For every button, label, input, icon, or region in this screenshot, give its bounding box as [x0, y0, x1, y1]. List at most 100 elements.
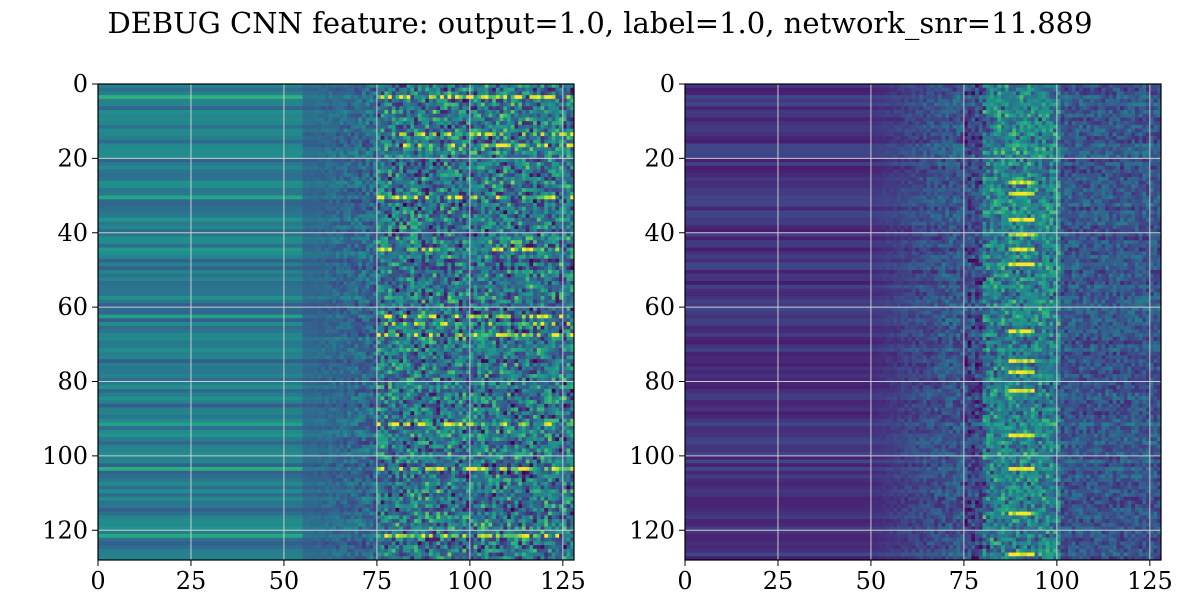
- heatmap-cell: [484, 325, 489, 330]
- heatmap-cell: [466, 221, 471, 226]
- heatmap-cell: [414, 110, 419, 115]
- heatmap-cell: [436, 106, 441, 111]
- heatmap-cell: [481, 84, 486, 89]
- heatmap-cell: [551, 273, 556, 278]
- heatmap-cell: [521, 269, 527, 275]
- heatmap-cell: [484, 266, 489, 271]
- heatmap-cell: [302, 206, 307, 211]
- heatmap-cell: [481, 162, 486, 167]
- heatmap-cell: [495, 98, 501, 103]
- heatmap-cell: [536, 117, 541, 122]
- heatmap-cell: [562, 262, 567, 267]
- heatmap-cell: [455, 288, 460, 293]
- heatmap-cell: [365, 318, 370, 323]
- heatmap-cell: [313, 325, 318, 330]
- heatmap-cell: [455, 206, 460, 211]
- heatmap-cell: [570, 240, 575, 245]
- heatmap-cell: [317, 110, 322, 115]
- heatmap-cell: [317, 262, 322, 267]
- heatmap-cell: [484, 150, 489, 156]
- heatmap-cell: [544, 210, 549, 215]
- heatmap-cell: [395, 154, 400, 159]
- heatmap-cell: [440, 132, 445, 137]
- heatmap-cell: [525, 273, 530, 278]
- heatmap-cell: [462, 284, 467, 289]
- heatmap-cell: [447, 84, 452, 89]
- heatmap-cell: [324, 184, 329, 189]
- heatmap-cell: [451, 128, 456, 133]
- heatmap-cell: [469, 251, 474, 256]
- heatmap-cell: [440, 277, 445, 282]
- heatmap-cell: [373, 113, 378, 118]
- heatmap-cell: [499, 180, 504, 185]
- heatmap-cell: [540, 255, 545, 260]
- heatmap-cell: [529, 322, 534, 327]
- heatmap-cell: [562, 310, 567, 315]
- heatmap-cell: [447, 180, 452, 185]
- heatmap-cell: [559, 132, 564, 137]
- heatmap-cell: [336, 266, 341, 271]
- heatmap-cell: [432, 147, 437, 152]
- heatmap-cell: [332, 154, 337, 159]
- heatmap-cell: [503, 102, 508, 107]
- heatmap-cell: [536, 221, 541, 226]
- heatmap-cell: [562, 243, 567, 249]
- heatmap-cell: [455, 158, 460, 163]
- heatmap-cell: [559, 232, 564, 237]
- heatmap-cell: [566, 295, 571, 301]
- heatmap-cell: [313, 217, 318, 222]
- heatmap-cell: [481, 310, 486, 315]
- heatmap-cell: [380, 269, 385, 275]
- heatmap-cell: [380, 165, 385, 170]
- heatmap-cell: [521, 106, 527, 111]
- heatmap-cell: [529, 225, 534, 230]
- heatmap-cell: [495, 184, 501, 189]
- heatmap-cell: [507, 206, 512, 211]
- heatmap-cell: [473, 262, 478, 267]
- heatmap-cell: [399, 288, 404, 293]
- heatmap-cell: [484, 225, 489, 230]
- heatmap-cell: [473, 195, 478, 200]
- heatmap-cell: [462, 121, 467, 126]
- heatmap-cell: [317, 203, 322, 208]
- heatmap-cell: [562, 124, 567, 130]
- heatmap-cell: [328, 295, 333, 301]
- heatmap-cell: [529, 206, 534, 211]
- heatmap-cell: [555, 188, 560, 193]
- heatmap-cell: [440, 221, 445, 226]
- heatmap-cell: [455, 322, 460, 327]
- heatmap-cell: [395, 310, 400, 315]
- heatmap-cell: [555, 255, 560, 260]
- heatmap-cell: [406, 314, 411, 319]
- heatmap-cell: [388, 195, 393, 200]
- heatmap-cell: [477, 124, 482, 130]
- heatmap-cell: [462, 307, 467, 312]
- heatmap-cell: [380, 236, 385, 241]
- heatmap-cell: [309, 281, 315, 286]
- heatmap-cell: [510, 169, 515, 174]
- heatmap-cell: [570, 191, 575, 196]
- heatmap-cell: [328, 240, 333, 245]
- heatmap-cell: [462, 214, 467, 219]
- heatmap-cell: [432, 232, 437, 237]
- heatmap-cell: [499, 251, 504, 256]
- heatmap-cell: [536, 84, 541, 89]
- heatmap-cell: [339, 158, 344, 163]
- heatmap-cell: [399, 121, 404, 126]
- heatmap-cell: [343, 199, 348, 204]
- heatmap-cell: [373, 188, 378, 193]
- heatmap-cell: [362, 158, 367, 163]
- heatmap-cell: [313, 87, 318, 92]
- heatmap-cell: [443, 128, 448, 133]
- heatmap-cell: [440, 195, 445, 200]
- heatmap-cell: [521, 273, 527, 278]
- heatmap-cell: [540, 310, 545, 315]
- heatmap-cell: [469, 162, 474, 167]
- heatmap-cell: [488, 87, 493, 92]
- heatmap-row-band: [98, 269, 304, 275]
- heatmap-cell: [495, 303, 501, 308]
- heatmap-cell: [313, 203, 318, 208]
- heatmap-row-band: [98, 169, 304, 174]
- heatmap-cell: [440, 273, 445, 278]
- heatmap-cell: [384, 91, 389, 96]
